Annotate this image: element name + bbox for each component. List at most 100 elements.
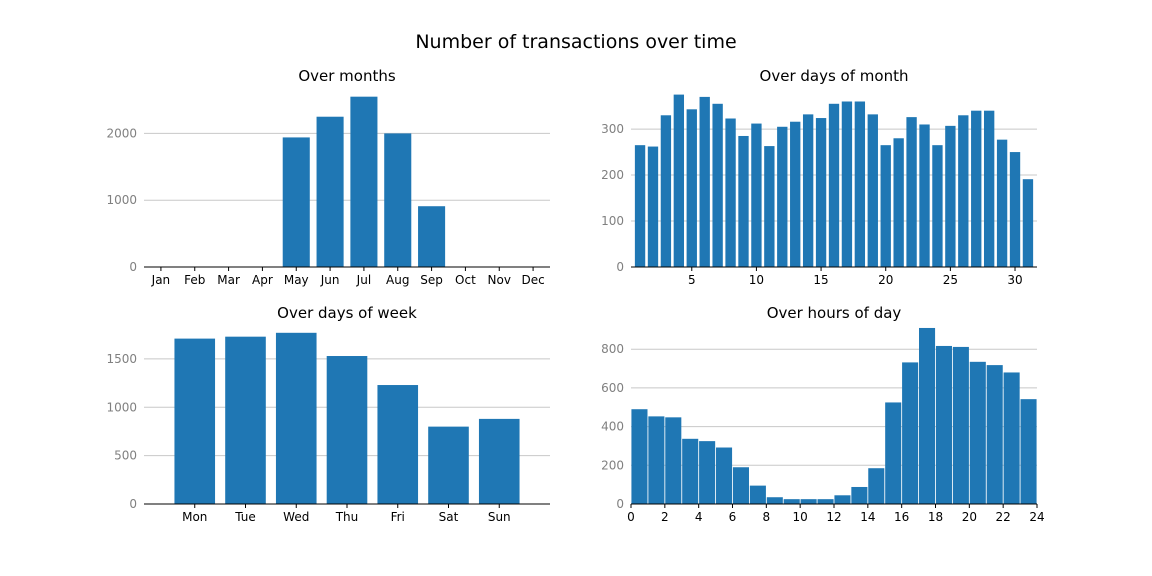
bar xyxy=(1020,399,1037,504)
x-tick-label: 2 xyxy=(661,510,669,524)
y-tick-label: 0 xyxy=(129,497,137,511)
y-tick-label: 400 xyxy=(601,420,624,434)
bar xyxy=(647,146,659,267)
bar xyxy=(817,499,834,504)
bar xyxy=(777,126,788,267)
bar xyxy=(868,468,885,504)
x-tick-label: 12 xyxy=(826,510,841,524)
bar xyxy=(418,206,446,267)
bar xyxy=(282,137,310,267)
x-tick-label: Sat xyxy=(439,510,459,524)
panel-title: Over hours of day xyxy=(767,304,902,322)
x-tick-label: 8 xyxy=(763,510,771,524)
x-tick-label: Fri xyxy=(391,510,405,524)
x-tick-label: May xyxy=(284,273,309,287)
bar xyxy=(935,345,952,504)
bar xyxy=(648,416,665,504)
bar xyxy=(699,441,716,504)
x-tick-label: Tue xyxy=(234,510,256,524)
x-tick-label: Feb xyxy=(184,273,205,287)
x-tick-label: 15 xyxy=(813,273,828,287)
x-tick-label: Oct xyxy=(455,273,476,287)
y-tick-label: 200 xyxy=(601,168,624,182)
bar xyxy=(800,499,817,504)
panel-title: Over days of week xyxy=(277,304,417,322)
bar xyxy=(1003,372,1020,504)
bar xyxy=(350,96,378,267)
bar xyxy=(885,402,902,504)
x-tick-label: Mon xyxy=(182,510,207,524)
x-tick-label: Apr xyxy=(252,273,273,287)
bar xyxy=(686,109,697,268)
x-tick-label: Sep xyxy=(420,273,443,287)
bar xyxy=(673,94,685,267)
bar xyxy=(316,116,344,267)
y-tick-label: 300 xyxy=(601,122,624,136)
bar xyxy=(478,418,520,504)
x-tick-label: Jan xyxy=(151,273,171,287)
y-tick-label: 200 xyxy=(601,458,624,472)
bar xyxy=(712,103,723,267)
bar xyxy=(983,110,995,267)
x-tick-label: 10 xyxy=(749,273,764,287)
x-tick-label: 18 xyxy=(928,510,943,524)
bar xyxy=(738,135,749,267)
bar xyxy=(996,139,1008,267)
bar xyxy=(969,361,986,504)
bar xyxy=(732,467,749,504)
bar xyxy=(902,362,919,504)
bar xyxy=(986,365,1003,504)
y-tick-label: 0 xyxy=(616,497,624,511)
bar xyxy=(783,499,800,504)
x-tick-label: 0 xyxy=(627,510,635,524)
y-tick-label: 1000 xyxy=(106,193,137,207)
y-tick-label: 1500 xyxy=(106,352,137,366)
bar xyxy=(841,101,853,268)
bar xyxy=(384,133,412,267)
x-tick-label: Thu xyxy=(335,510,359,524)
y-tick-label: 2000 xyxy=(106,126,137,140)
bar xyxy=(428,426,469,504)
bar xyxy=(880,145,891,267)
x-tick-label: Sun xyxy=(488,510,511,524)
panel-title: Over months xyxy=(298,67,396,85)
bar xyxy=(751,123,762,267)
bar xyxy=(815,118,827,267)
x-tick-label: 20 xyxy=(878,273,893,287)
bar xyxy=(326,356,368,504)
x-tick-label: Aug xyxy=(386,273,409,287)
bar xyxy=(1009,152,1021,267)
x-tick-label: Jun xyxy=(320,273,340,287)
panel-title: Over days of month xyxy=(760,67,909,85)
y-tick-label: 0 xyxy=(616,260,624,274)
x-tick-label: 25 xyxy=(943,273,958,287)
bar xyxy=(790,121,801,267)
bar xyxy=(725,118,736,267)
bar xyxy=(854,101,866,268)
bar xyxy=(174,338,216,504)
x-tick-label: Jul xyxy=(356,273,371,287)
bar xyxy=(764,146,775,267)
bar xyxy=(919,124,930,267)
bar xyxy=(275,332,317,504)
bar xyxy=(377,385,419,504)
bar xyxy=(971,110,982,267)
bar xyxy=(851,486,868,504)
bar xyxy=(749,485,766,504)
y-tick-label: 100 xyxy=(601,214,624,228)
x-tick-label: Nov xyxy=(488,273,511,287)
y-tick-label: 600 xyxy=(601,381,624,395)
bar xyxy=(631,409,648,504)
bar xyxy=(893,138,904,267)
x-tick-label: 5 xyxy=(688,273,696,287)
bar xyxy=(225,336,266,504)
x-tick-label: 4 xyxy=(695,510,703,524)
y-tick-label: 1000 xyxy=(106,400,137,414)
bar xyxy=(952,346,969,504)
bar xyxy=(906,117,917,268)
x-tick-label: 30 xyxy=(1007,273,1022,287)
x-tick-label: Mar xyxy=(217,273,240,287)
